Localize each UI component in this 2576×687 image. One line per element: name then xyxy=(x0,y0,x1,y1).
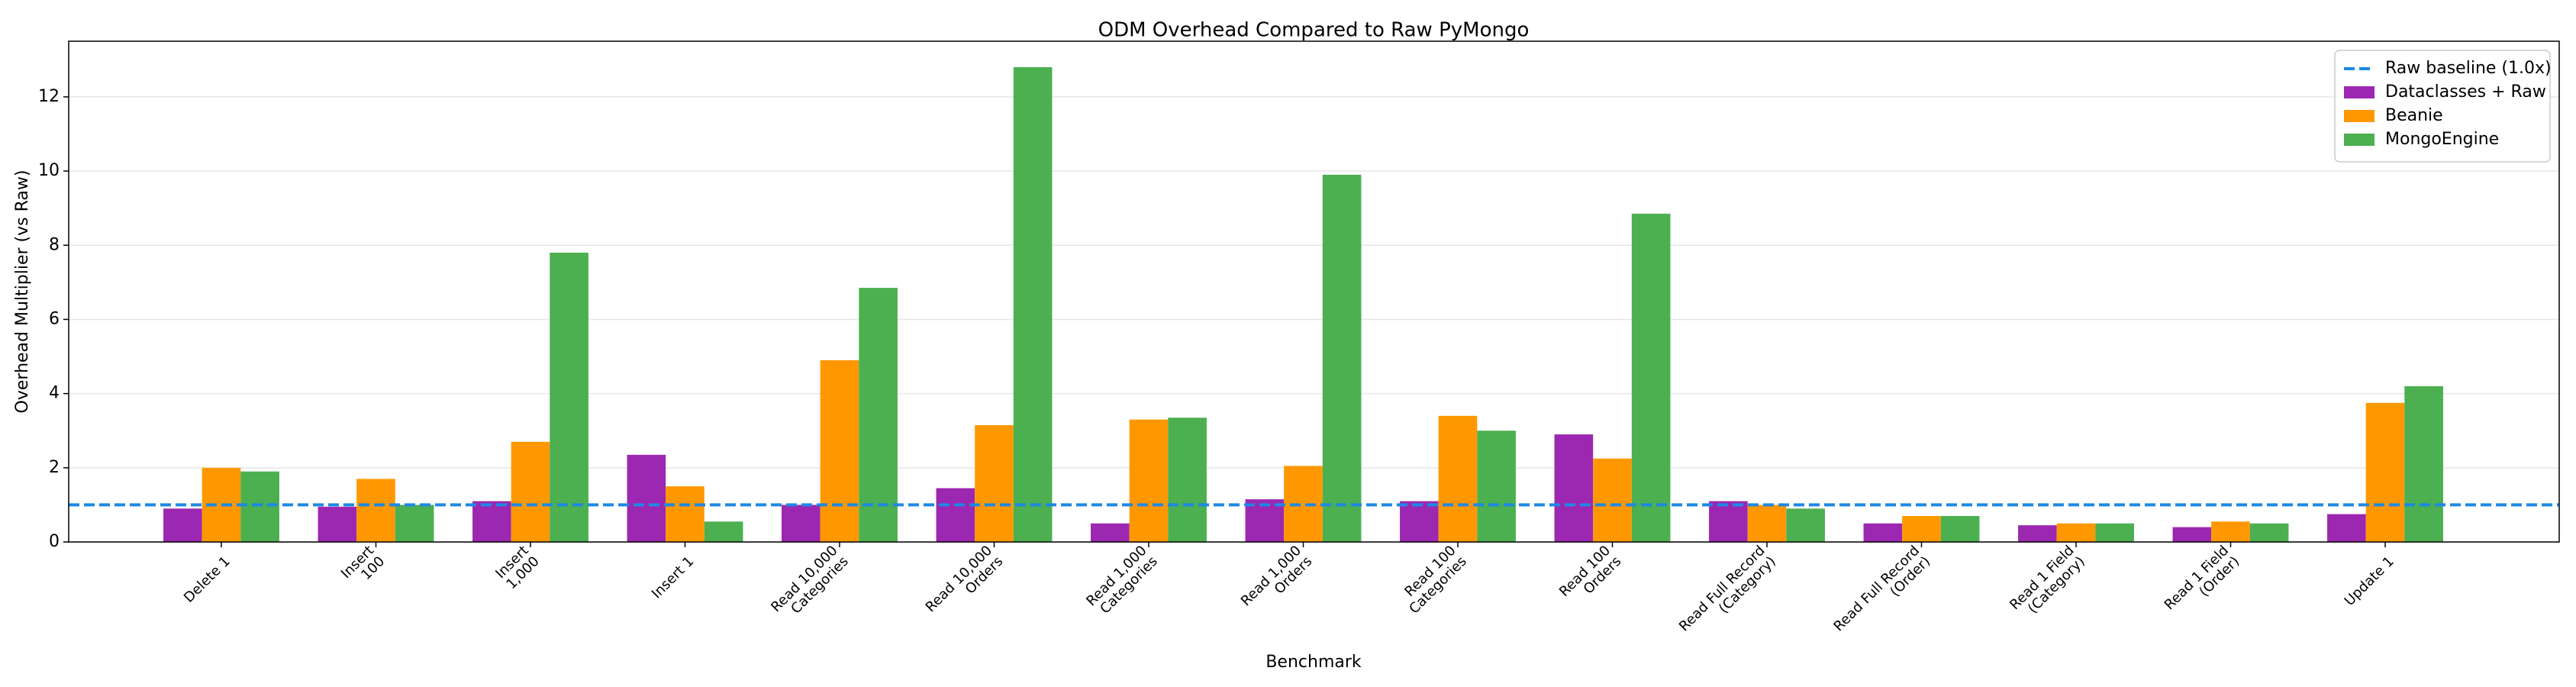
legend-label: Beanie xyxy=(2385,106,2443,125)
bar xyxy=(1400,501,1439,542)
bar xyxy=(1940,515,1980,542)
bar xyxy=(395,505,434,542)
bar xyxy=(1284,466,1323,542)
bar xyxy=(1747,505,1787,542)
y-tick-label: 4 xyxy=(49,384,60,403)
bar xyxy=(472,501,511,542)
bar xyxy=(1709,501,1748,542)
bar xyxy=(2327,514,2366,542)
bar xyxy=(1593,458,1632,542)
bar xyxy=(2095,523,2134,542)
chart-title: ODM Overhead Compared to Raw PyMongo xyxy=(1098,19,1530,42)
bar xyxy=(550,252,588,542)
bar xyxy=(1631,213,1671,542)
bar xyxy=(1863,523,1903,542)
y-tick-label: 8 xyxy=(49,235,60,254)
bar xyxy=(2404,385,2443,542)
bar xyxy=(511,441,550,542)
bar xyxy=(627,454,666,542)
legend-label: Raw baseline (1.0x) xyxy=(2385,59,2552,78)
bar xyxy=(1902,515,1941,542)
y-tick-label: 6 xyxy=(49,309,60,328)
bar xyxy=(318,506,357,542)
bar xyxy=(820,360,859,542)
legend-label: Dataclasses + Raw xyxy=(2385,82,2546,102)
bar xyxy=(1477,431,1516,542)
y-tick-label: 10 xyxy=(38,161,60,180)
bar xyxy=(1786,508,1825,542)
bar xyxy=(2211,521,2250,542)
bar xyxy=(2365,402,2405,542)
bar xyxy=(859,288,898,542)
bar xyxy=(975,424,1014,542)
x-axis-label: Benchmark xyxy=(1265,653,1362,672)
bar xyxy=(1129,419,1169,542)
y-tick-label: 12 xyxy=(38,87,60,106)
bar xyxy=(666,486,704,542)
legend-swatch xyxy=(2344,86,2374,98)
bar xyxy=(704,521,743,542)
bar xyxy=(163,508,202,542)
bar xyxy=(1091,523,1130,542)
legend-swatch xyxy=(2344,110,2374,122)
bar xyxy=(2056,523,2096,542)
bar xyxy=(1013,67,1053,542)
bar xyxy=(1322,174,1362,542)
bar xyxy=(936,488,975,542)
bar xyxy=(2018,525,2057,542)
bar xyxy=(1245,499,1285,542)
legend-swatch xyxy=(2344,134,2374,146)
plot-frame xyxy=(68,40,2560,543)
bar xyxy=(1554,434,1594,542)
y-tick-label: 0 xyxy=(49,532,60,551)
bar xyxy=(2249,523,2289,542)
bar xyxy=(2172,527,2212,542)
y-tick-label: 2 xyxy=(49,458,60,477)
legend-label: MongoEngine xyxy=(2385,130,2499,149)
y-axis-label: Overhead Multiplier (vs Raw) xyxy=(13,170,32,414)
legend-box xyxy=(2334,50,2551,163)
bar xyxy=(356,479,395,542)
bar xyxy=(782,505,821,542)
bar xyxy=(1168,418,1207,542)
bar xyxy=(1438,415,1478,542)
bar xyxy=(240,471,279,542)
